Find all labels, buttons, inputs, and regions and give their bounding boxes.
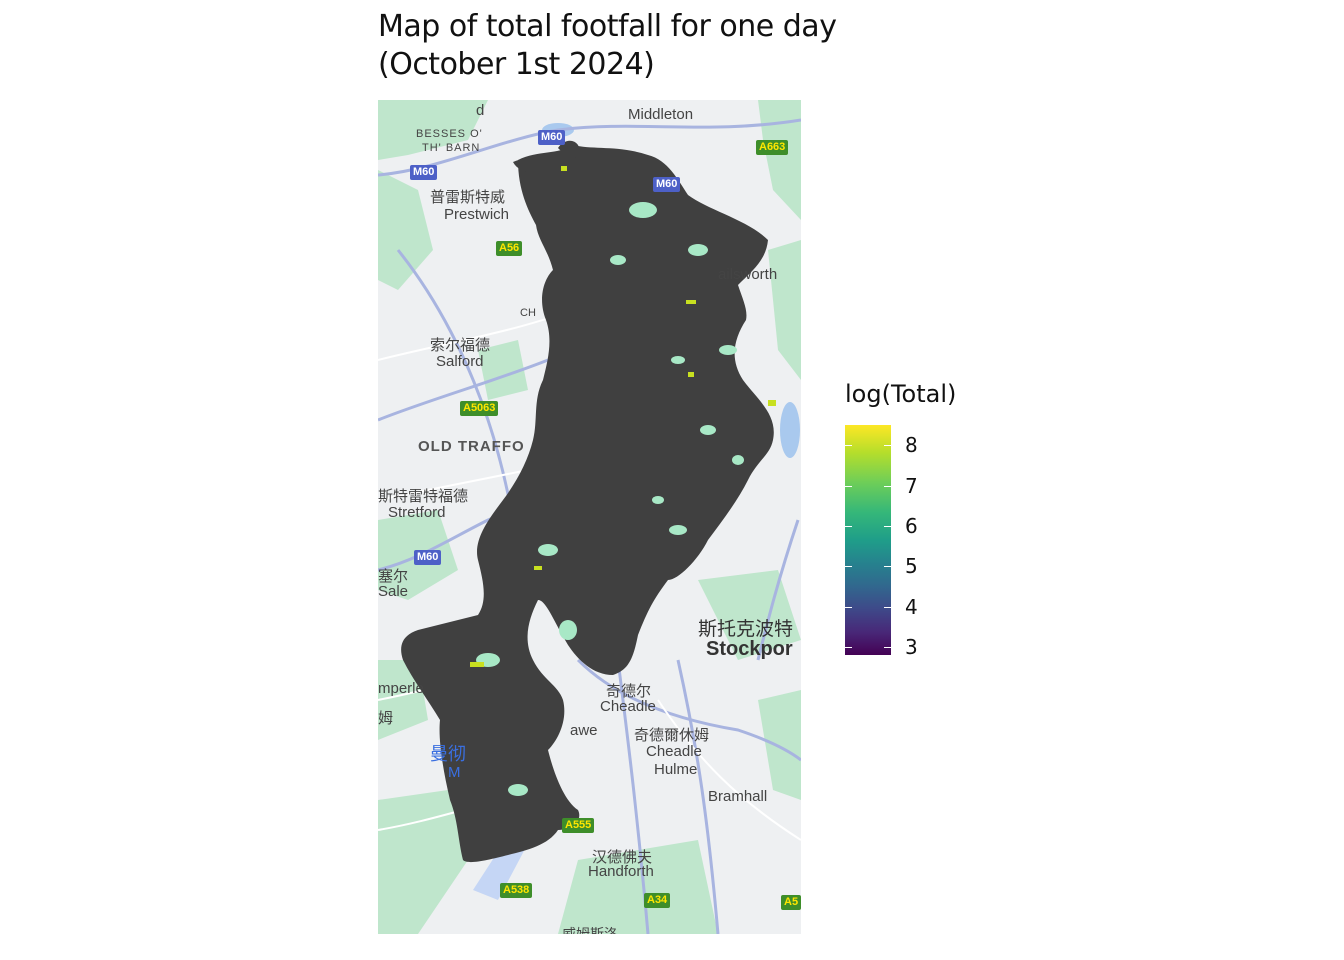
legend-colorbar (845, 425, 891, 655)
legend-tick-right-3 (884, 646, 891, 648)
legend-tick-right-7 (884, 485, 891, 487)
place-label-bramhall: Bramhall (708, 788, 768, 805)
place-label-cheadle-cn: 奇德尔 (606, 683, 652, 700)
road-badge-a538: A538 (500, 883, 533, 898)
road-badge-a56: A56 (496, 241, 523, 256)
place-label-ch: CH (520, 307, 536, 319)
place-label-stockport-cn: 斯托克波特 (698, 619, 794, 640)
place-label-sale: Sale (378, 583, 409, 600)
chart-title: Map of total footfall for one day (Octob… (378, 8, 837, 84)
legend-tick-label-3: 3 (905, 634, 918, 659)
place-label-airport-cn: 曼彻 (430, 744, 466, 764)
legend-tick-label-7: 7 (905, 473, 918, 498)
road-badge-a5: A5 (781, 895, 801, 910)
place-label-d: d (476, 102, 485, 119)
place-label-gatley: awe (570, 722, 598, 739)
road-badge-m60-left: M60 (410, 165, 438, 180)
place-label-cheadle-hulme-cn: 奇德爾休姆 (634, 727, 710, 744)
legend: log(Total) 8 7 6 5 4 3 (845, 380, 1005, 680)
place-label-prestwich: Prestwich (444, 206, 510, 223)
road-badge-a663: A663 (756, 140, 789, 155)
legend-tick-left-8 (845, 445, 852, 447)
place-label-handforth-cn: 汉德佛夫 (592, 849, 653, 866)
place-label-airport: M (448, 764, 461, 781)
legend-tick-left-3 (845, 646, 852, 648)
roads (378, 118, 801, 934)
legend-tick-right-4 (884, 606, 891, 608)
legend-tick-right-5 (884, 566, 891, 568)
legend-tick-left-4 (845, 606, 852, 608)
road-badge-m60-top: M60 (538, 130, 566, 145)
legend-tick-right-8 (884, 445, 891, 447)
place-label-salford-cn: 索尔福德 (430, 337, 491, 354)
place-label-old-trafford: OLD TRAFFO (418, 438, 525, 455)
legend-tick-right-6 (884, 525, 891, 527)
place-label-middleton: Middleton (628, 106, 694, 123)
legend-tick-left-7 (845, 485, 852, 487)
legend-title: log(Total) (845, 380, 957, 408)
legend-tick-label-4: 4 (905, 594, 918, 619)
place-label-cheadle: Cheadle (600, 698, 656, 715)
place-label-stretford-cn: 斯特雷特福德 (378, 488, 469, 505)
place-label-timperley-cn: 姆 (378, 710, 394, 727)
place-label-besses: BESSES O' (416, 128, 483, 140)
legend-tick-label-8: 8 (905, 433, 918, 458)
basemap (378, 100, 801, 934)
place-label-timperley: mperle (378, 680, 424, 697)
place-label-cheadle-hulme-1: Cheadle (646, 743, 702, 760)
legend-tick-left-6 (845, 525, 852, 527)
place-label-ailsworth: ailsworth (718, 266, 778, 283)
place-label-stockport: Stockpor (706, 638, 793, 660)
road-badge-m60-sw: M60 (414, 550, 442, 565)
place-label-cheadle-hulme-2: Hulme (654, 761, 698, 778)
cluster-gaps (476, 202, 744, 796)
place-label-handforth: Handforth (588, 863, 654, 880)
road-badge-a34: A34 (644, 893, 671, 908)
place-label-salford: Salford (436, 353, 484, 370)
footfall-highlight (470, 166, 776, 667)
footfall-points (401, 140, 774, 863)
chart-title-line1: Map of total footfall for one day (378, 9, 837, 44)
place-label-prestwich-cn: 普雷斯特威 (430, 189, 506, 206)
map-panel[interactable]: d Middleton BESSES O' TH' BARN 普雷斯特威 Pre… (378, 100, 801, 934)
road-badge-a5063: A5063 (460, 401, 499, 416)
place-label-wilmslow-cn: 威姆斯洛 (562, 926, 618, 934)
legend-tick-label-5: 5 (905, 554, 918, 579)
chart-title-line2: (October 1st 2024) (378, 47, 655, 82)
legend-tick-label-6: 6 (905, 513, 918, 538)
road-badge-m60-mid: M60 (653, 177, 681, 192)
place-label-sale-cn: 塞尔 (378, 568, 409, 585)
place-label-stretford: Stretford (388, 504, 446, 521)
place-label-besses-2: TH' BARN (422, 142, 481, 154)
legend-tick-left-5 (845, 566, 852, 568)
road-badge-a555: A555 (562, 818, 595, 833)
